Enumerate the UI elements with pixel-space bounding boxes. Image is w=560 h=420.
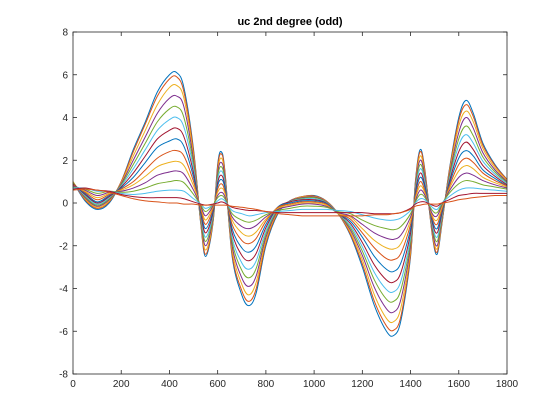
series-group bbox=[72, 71, 508, 337]
x-tick-label: 1600 bbox=[448, 379, 471, 390]
x-tick-label: 0 bbox=[70, 379, 76, 390]
series-line-9 bbox=[72, 149, 508, 261]
series-line-15 bbox=[72, 188, 508, 217]
series-line-7 bbox=[72, 127, 508, 284]
series-line-14 bbox=[72, 187, 507, 215]
axes-box bbox=[72, 31, 508, 375]
x-axis-tick-labels: 0 200 400 600 800 1000 1200 1400 1600 1800 bbox=[70, 379, 518, 390]
y-tick-label: -4 bbox=[59, 284, 68, 295]
y-tick-label: 4 bbox=[62, 113, 68, 124]
y-tick-label: -8 bbox=[59, 370, 68, 381]
y-tick-label: 0 bbox=[62, 199, 68, 210]
x-tick-label: 400 bbox=[161, 379, 178, 390]
series-line-11 bbox=[72, 170, 508, 241]
series-line-10 bbox=[72, 160, 508, 250]
y-tick-label: -2 bbox=[59, 241, 68, 252]
chart-title: uc 2nd degree (odd) bbox=[237, 16, 342, 28]
series-line-12 bbox=[72, 179, 508, 231]
x-tick-label: 800 bbox=[258, 379, 275, 390]
y-tick-label: 2 bbox=[62, 156, 68, 167]
x-tick-label: 600 bbox=[209, 379, 226, 390]
x-tick-label: 1400 bbox=[399, 379, 422, 390]
y-tick-label: -6 bbox=[59, 327, 68, 338]
series-line-8 bbox=[72, 138, 508, 273]
y-tick-label: 6 bbox=[62, 70, 68, 81]
x-tick-label: 1200 bbox=[351, 379, 374, 390]
x-tick-label: 1800 bbox=[496, 379, 519, 390]
y-tick-label: 8 bbox=[62, 28, 68, 39]
series-line-13 bbox=[72, 187, 508, 221]
y-axis-tick-labels: -8 -6 -4 -2 0 2 4 6 8 bbox=[59, 28, 68, 381]
x-tick-label: 200 bbox=[113, 379, 130, 390]
x-tick-label: 1000 bbox=[303, 379, 326, 390]
